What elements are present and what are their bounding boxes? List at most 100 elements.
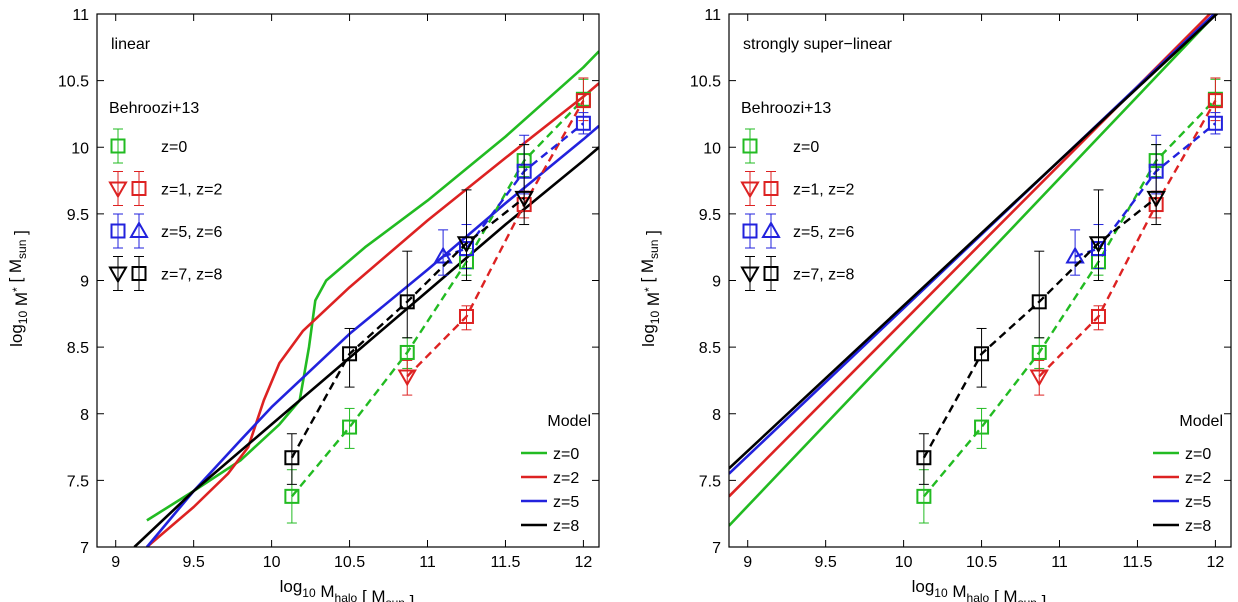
axis-label-part: halo	[335, 591, 358, 602]
plot-area	[729, 14, 1223, 527]
model-legend-item: z=0	[1153, 446, 1211, 463]
data-point	[342, 346, 358, 362]
legend-marker	[740, 266, 760, 284]
model-legend-item: z=2	[1153, 470, 1211, 487]
model-legend-label: z=8	[553, 518, 579, 535]
obs-legend: Behroozi+13 z=0 z=1, z=2 z=5, z=6 z=7, z=8	[108, 100, 222, 291]
model-legend-item: z=0	[521, 446, 579, 463]
y-tick-label: 10	[703, 140, 721, 157]
chart-panel-1: 9 9.5 10 10.5 11 11.5 12 7 7.5 8 8.5 9 9.5 10 10.5 11 li…	[6, 7, 600, 602]
model-legend-label: z=2	[1185, 470, 1211, 487]
axis-label-part: *	[10, 287, 24, 292]
obs-dashed-line-2	[1074, 122, 1217, 258]
legend-marker	[742, 223, 758, 239]
x-tick-label: 12	[575, 554, 593, 571]
data-point	[1088, 236, 1109, 254]
obs-legend-item: z=7, z=8	[740, 256, 854, 291]
x-tick-label: 12	[1207, 554, 1225, 571]
axis-label-part: [ M	[6, 259, 25, 287]
x-tick-label: 10.5	[334, 554, 365, 571]
x-tick-label: 11	[1051, 554, 1068, 571]
error-bar	[344, 407, 355, 449]
obs-legend-item: z=0	[110, 128, 187, 164]
data-point	[433, 246, 453, 264]
model-legend-label: z=5	[553, 494, 579, 511]
axis-label-part: [ M	[357, 587, 385, 602]
model-legend-item: z=5	[1153, 494, 1211, 511]
axis-label-part: *	[642, 287, 656, 292]
data-point	[1029, 369, 1049, 387]
error-bar	[976, 327, 987, 388]
error-bar	[438, 229, 449, 276]
data-point	[575, 93, 591, 109]
error-bar	[1093, 189, 1104, 281]
data-point	[284, 450, 300, 466]
panel-annotation: linear	[111, 36, 151, 53]
data-point	[458, 308, 474, 324]
model-legend: Model z=0 z=2 z=5 z=8	[1153, 413, 1223, 535]
obs-dashed-line-1	[406, 100, 585, 378]
axis-label-part: sun	[647, 240, 661, 259]
panel-annotation: strongly super−linear	[743, 36, 893, 53]
y-axis-label: log10 M* [ Msun ]	[638, 230, 663, 347]
obs-legend-title: Behroozi+13	[109, 100, 199, 117]
y-tick-label: 9	[712, 274, 721, 291]
model-legend-label: z=5	[1185, 494, 1211, 511]
error-bar	[519, 144, 530, 226]
axis-label-part: log	[280, 577, 303, 596]
data-point	[456, 236, 477, 254]
y-tick-label: 9.5	[67, 207, 89, 224]
axis-label-part: sun	[15, 240, 29, 259]
plot-frame	[728, 13, 1232, 548]
y-tick-label: 9	[80, 274, 89, 291]
axis-label-part: M	[316, 582, 335, 601]
obs-legend-label: z=1, z=2	[793, 182, 854, 199]
y-tick-label: 7	[712, 540, 721, 557]
x-tick-label: 9.5	[183, 554, 205, 571]
model-line-1	[729, 14, 1212, 498]
obs-legend-label: z=7, z=8	[793, 267, 854, 284]
data-point	[284, 488, 300, 504]
model-legend: Model z=0 z=2 z=5 z=8	[521, 413, 591, 535]
obs-legend-label: z=1, z=2	[161, 182, 222, 199]
model-legend-title: Model	[547, 413, 591, 430]
legend-marker	[108, 266, 128, 284]
x-tick-label: 9	[743, 554, 752, 571]
data-point	[1031, 344, 1047, 360]
model-legend-item: z=8	[1153, 518, 1211, 535]
obs-legend-label: z=5, z=6	[161, 224, 222, 241]
data-point	[342, 419, 358, 435]
model-line-3	[729, 14, 1219, 470]
model-legend-label: z=0	[1185, 446, 1211, 463]
axis-label-part: ]	[11, 230, 30, 239]
data-point	[399, 294, 415, 310]
obs-legend-item: z=1, z=2	[108, 171, 222, 206]
axis-label-part: 10	[648, 311, 662, 325]
y-tick-label: 7	[80, 540, 89, 557]
axis-label-part: log	[912, 577, 935, 596]
axis-label-part: sun	[1018, 596, 1037, 602]
y-tick-label: 8.5	[699, 340, 721, 357]
error-bar	[402, 359, 413, 396]
x-tick-label: 11.5	[1122, 554, 1152, 571]
model-line-3	[133, 146, 599, 547]
model-legend-item: z=8	[521, 518, 579, 535]
axis-label-part: ]	[405, 592, 414, 602]
error-bar	[286, 433, 297, 485]
legend-marker	[108, 181, 128, 199]
data-point	[1207, 115, 1223, 131]
error-bar	[1034, 359, 1045, 396]
data-point	[1146, 190, 1166, 208]
plot-frame	[96, 13, 600, 548]
x-tick-label: 10.5	[966, 554, 997, 571]
obs-legend-label: z=0	[793, 139, 819, 156]
chart-panel-2: 9 9.5 10 10.5 11 11.5 12 7 7.5 8 8.5 9 9.5 10 10.5 11 st…	[638, 7, 1232, 602]
error-bar	[1151, 144, 1162, 226]
model-legend-label: z=8	[1185, 518, 1211, 535]
error-bar	[344, 327, 355, 388]
obs-dashed-line-2	[442, 122, 585, 258]
axis-label-part: [ M	[638, 259, 657, 287]
model-legend-label: z=0	[553, 446, 579, 463]
error-bar	[918, 433, 929, 485]
